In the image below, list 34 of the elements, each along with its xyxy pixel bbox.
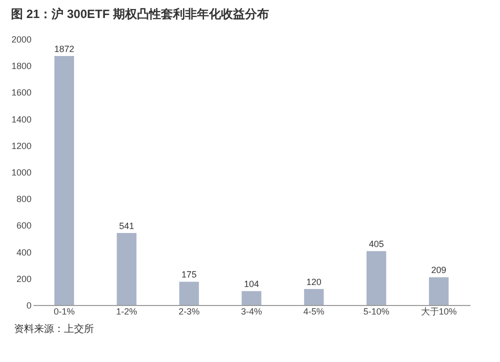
data-label: 104: [244, 279, 260, 290]
x-tick-label: 2-3%: [178, 306, 200, 316]
data-label: 405: [368, 239, 384, 250]
y-tick-label: 1800: [11, 61, 32, 72]
x-tick-label: 1-2%: [116, 306, 138, 316]
bar: [179, 282, 199, 305]
data-label: 175: [182, 270, 197, 280]
y-tick-label: 1000: [11, 168, 32, 178]
bar: [242, 291, 262, 305]
bar: [366, 251, 386, 305]
y-tick-label: 2000: [11, 34, 32, 44]
bar: [428, 277, 449, 305]
bar: [304, 289, 324, 305]
x-tick-label: 3-4%: [240, 306, 262, 316]
bar: [54, 56, 74, 305]
y-tick-label: 400: [16, 247, 32, 258]
data-label: 1872: [54, 44, 74, 54]
y-tick-label: 1600: [11, 88, 32, 98]
x-tick-label: 4-5%: [303, 306, 324, 316]
data-label: 209: [431, 265, 446, 276]
bar: [116, 233, 136, 305]
y-tick-label: 800: [16, 194, 32, 204]
y-tick-label: 0: [26, 300, 32, 310]
y-tick-label: 1400: [11, 114, 32, 124]
y-tick-label: 600: [16, 220, 32, 231]
y-tick-label: 1200: [11, 140, 32, 151]
x-tick-label: 0-1%: [54, 306, 75, 316]
x-tick-label: 5-10%: [363, 306, 390, 316]
x-tick-label: 大于10%: [420, 306, 457, 316]
data-label: 120: [306, 277, 322, 288]
data-label: 541: [119, 221, 134, 232]
y-tick-label: 200: [16, 274, 32, 284]
text: 资料来源：上交所: [13, 322, 95, 336]
chart-title: 图 21：沪 300ETF 期权凸性套利非年化收益分布: [10, 7, 270, 21]
